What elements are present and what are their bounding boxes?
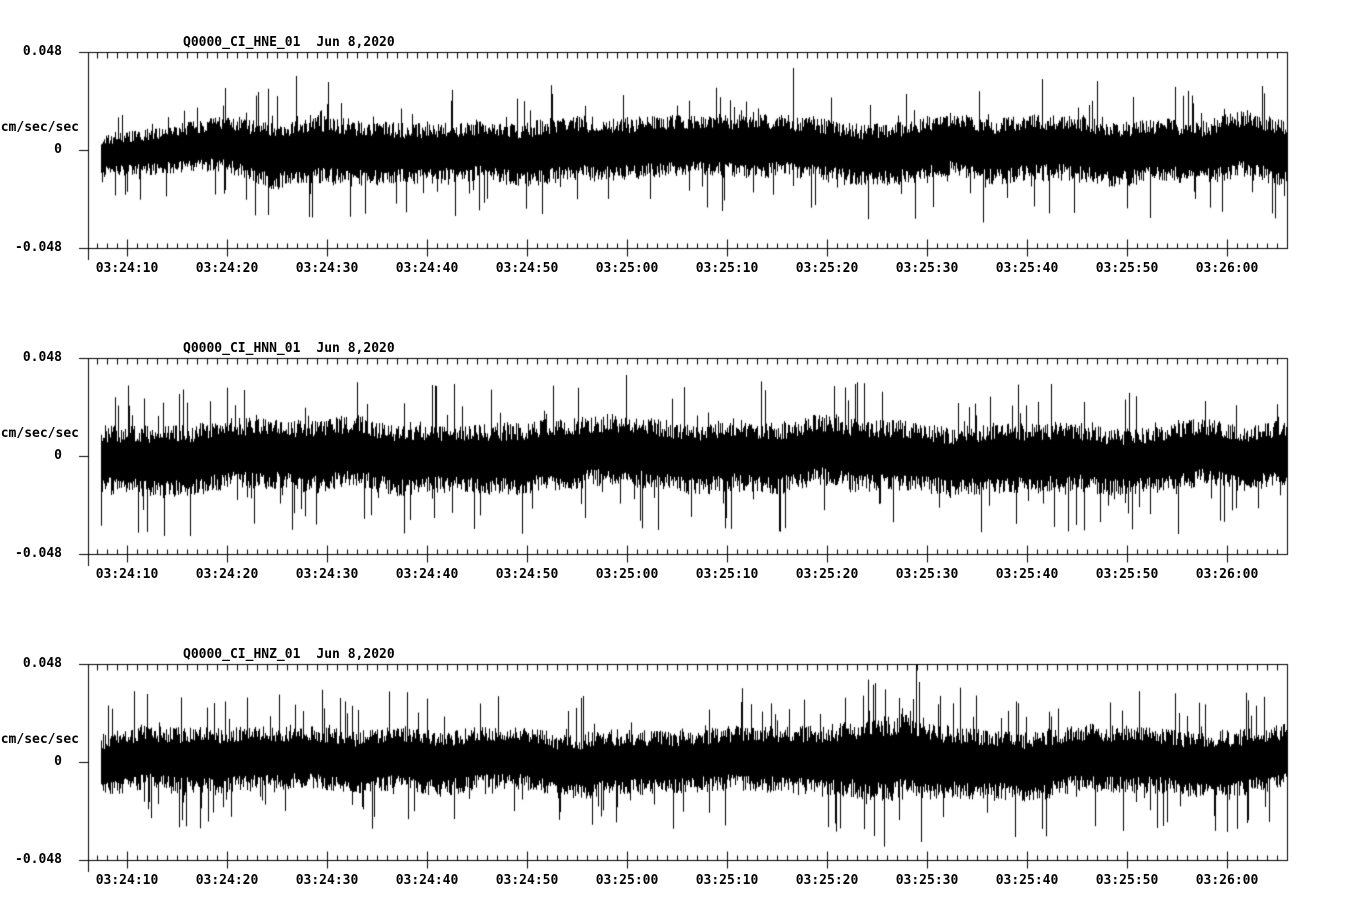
x-tick-label: 03:25:50	[1095, 567, 1159, 582]
x-tick-label: 03:26:00	[1195, 261, 1259, 276]
x-tick-label: 03:25:20	[795, 261, 859, 276]
station-channel-label: Q0000_CI_HNZ_01	[183, 647, 301, 662]
y-tick-zero: 0	[54, 754, 62, 769]
x-tick-label: 03:25:20	[795, 567, 859, 582]
x-tick-label: 03:25:00	[595, 567, 659, 582]
x-tick-label: 03:24:40	[395, 873, 459, 888]
x-tick-label: 03:25:40	[995, 567, 1059, 582]
date-label: Jun 8,2020	[316, 647, 395, 662]
x-tick-label: 03:25:30	[895, 873, 959, 888]
panel-2-title: Q0000_CI_HNN_01 Jun 8,2020	[183, 341, 395, 357]
y-tick-min: -0.048	[15, 240, 62, 255]
station-channel-label: Q0000_CI_HNE_01	[183, 35, 301, 50]
x-tick-label: 03:24:30	[295, 873, 359, 888]
x-tick-label: 03:24:40	[395, 261, 459, 276]
x-tick-label: 03:26:00	[1195, 567, 1259, 582]
station-channel-label: Q0000_CI_HNN_01	[183, 341, 301, 356]
x-tick-label: 03:25:30	[895, 261, 959, 276]
x-tick-label: 03:25:10	[695, 873, 759, 888]
y-axis-label: cm/sec/sec	[0, 120, 79, 135]
y-axis-label: cm/sec/sec	[0, 426, 79, 441]
x-tick-label: 03:24:30	[295, 261, 359, 276]
x-tick-label: 03:24:10	[95, 261, 159, 276]
x-tick-label: 03:25:10	[695, 261, 759, 276]
panel-1-title: Q0000_CI_HNE_01 Jun 8,2020	[183, 35, 395, 51]
x-tick-label: 03:25:40	[995, 873, 1059, 888]
x-tick-label: 03:24:20	[195, 261, 259, 276]
x-tick-label: 03:25:00	[595, 873, 659, 888]
x-tick-label: 03:24:50	[495, 873, 559, 888]
x-tick-label: 03:25:50	[1095, 261, 1159, 276]
x-tick-label: 03:24:40	[395, 567, 459, 582]
x-tick-label: 03:24:10	[95, 567, 159, 582]
y-tick-min: -0.048	[15, 852, 62, 867]
y-tick-zero: 0	[54, 142, 62, 157]
x-tick-label: 03:25:30	[895, 567, 959, 582]
y-tick-max: 0.048	[22, 350, 62, 365]
x-tick-label: 03:25:20	[795, 873, 859, 888]
panel-3-title: Q0000_CI_HNZ_01 Jun 8,2020	[183, 647, 395, 663]
x-tick-label: 03:26:00	[1195, 873, 1259, 888]
y-tick-max: 0.048	[22, 44, 62, 59]
y-tick-max: 0.048	[22, 656, 62, 671]
x-tick-label: 03:25:10	[695, 567, 759, 582]
x-tick-label: 03:24:50	[495, 567, 559, 582]
x-tick-label: 03:24:30	[295, 567, 359, 582]
y-tick-min: -0.048	[15, 546, 62, 561]
x-tick-label: 03:24:20	[195, 873, 259, 888]
date-label: Jun 8,2020	[316, 35, 395, 50]
y-tick-zero: 0	[54, 448, 62, 463]
x-tick-label: 03:24:50	[495, 261, 559, 276]
x-tick-label: 03:25:50	[1095, 873, 1159, 888]
date-label: Jun 8,2020	[316, 341, 395, 356]
x-tick-label: 03:24:20	[195, 567, 259, 582]
x-tick-label: 03:25:40	[995, 261, 1059, 276]
x-tick-label: 03:24:10	[95, 873, 159, 888]
y-axis-label: cm/sec/sec	[0, 732, 79, 747]
x-tick-label: 03:25:00	[595, 261, 659, 276]
